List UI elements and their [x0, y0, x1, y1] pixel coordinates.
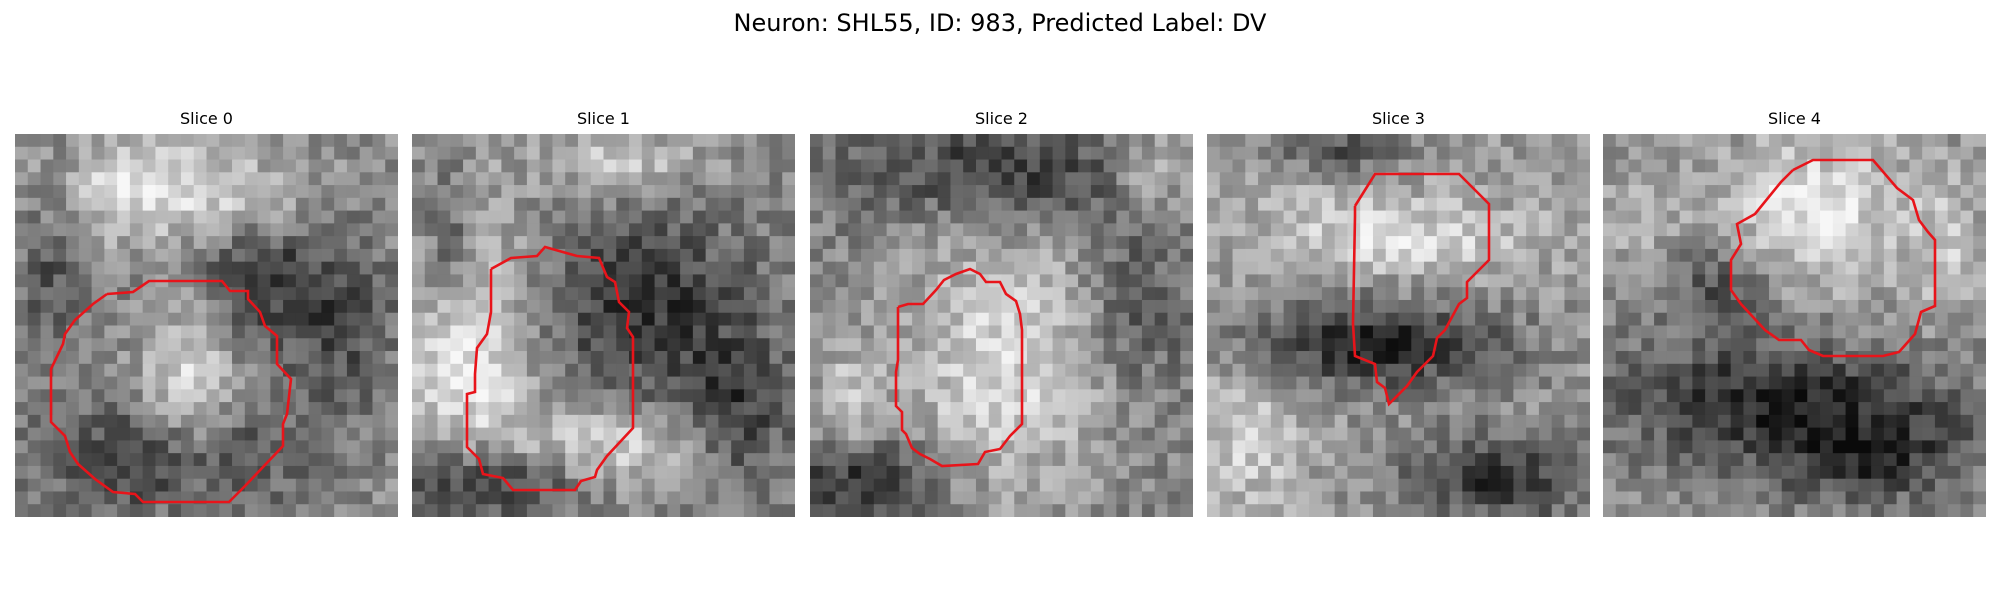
slice-pixels-0 [15, 134, 398, 517]
slice-panel-3: Slice 3 [1207, 108, 1590, 518]
slice-title-0: Slice 0 [180, 109, 233, 128]
cell-outline-0 [49, 279, 293, 504]
slice-image-1 [412, 134, 795, 517]
slice-pixels-3 [1207, 134, 1590, 517]
slice-pixels-4 [1603, 134, 1986, 517]
slice-title-4: Slice 4 [1768, 109, 1821, 128]
slice-title-2: Slice 2 [975, 109, 1028, 128]
slice-image-0 [15, 134, 398, 517]
slice-image-3 [1207, 134, 1590, 517]
slice-image-2 [810, 134, 1193, 517]
slice-title-1: Slice 1 [577, 109, 630, 128]
cell-outline-3 [1351, 172, 1491, 407]
slice-pixels-2 [810, 134, 1193, 517]
cell-outline-2 [894, 267, 1024, 468]
slice-panel-2: Slice 2 [810, 108, 1193, 518]
slice-pixels-1 [412, 134, 795, 517]
cell-outline-1 [465, 245, 635, 492]
slice-image-4 [1603, 134, 1986, 517]
slice-title-3: Slice 3 [1372, 109, 1425, 128]
slice-panel-0: Slice 0 [15, 108, 398, 518]
cell-outline-4 [1729, 158, 1937, 358]
slice-panel-1: Slice 1 [412, 108, 795, 518]
slice-panel-4: Slice 4 [1603, 108, 1986, 518]
figure-title: Neuron: SHL55, ID: 983, Predicted Label:… [733, 9, 1267, 37]
